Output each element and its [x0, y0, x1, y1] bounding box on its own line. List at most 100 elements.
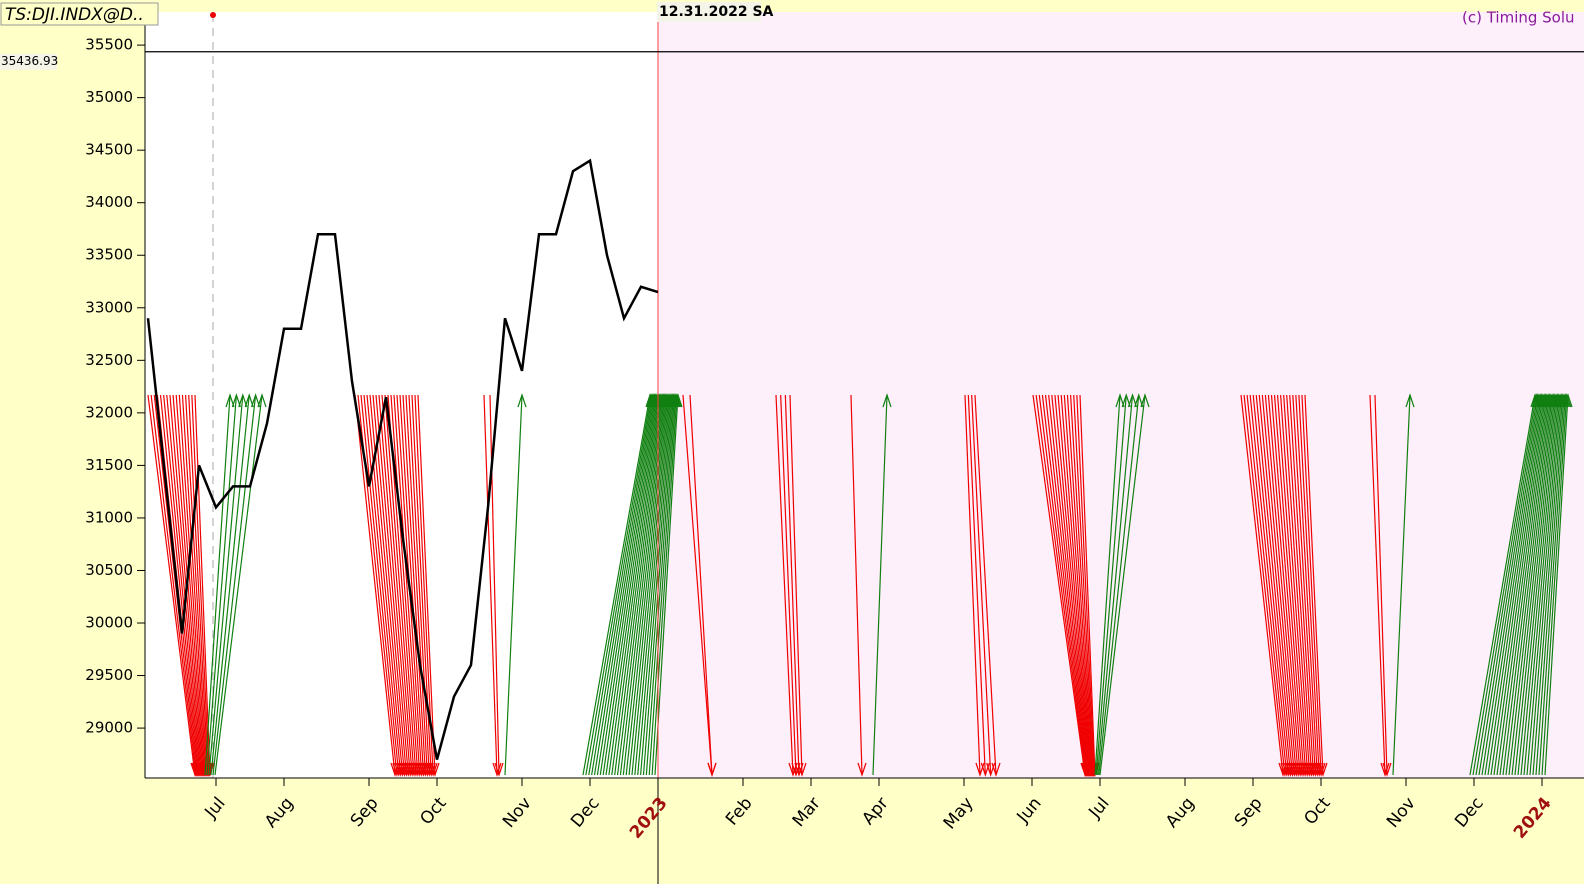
- arrow-head: [238, 393, 248, 408]
- arrow-shaft: [1099, 394, 1146, 776]
- arrow-head: [1121, 393, 1131, 408]
- arrow-shaft: [417, 394, 436, 776]
- arrow-shaft: [147, 394, 196, 776]
- arrow-head: [494, 762, 504, 777]
- arrow-shaft: [191, 394, 210, 776]
- arrow-shaft: [208, 394, 244, 776]
- arrow-shaft: [1472, 394, 1537, 776]
- arrow-shaft: [1094, 394, 1121, 776]
- arrow-shaft: [1286, 394, 1313, 776]
- arrow-shaft: [616, 394, 665, 776]
- arrow-head: [1382, 762, 1392, 777]
- arrow-shaft: [1032, 394, 1086, 776]
- arrow-shaft: [654, 394, 679, 776]
- arrow-shaft: [1487, 394, 1544, 776]
- arrow-shaft: [582, 394, 651, 776]
- arrow-shaft: [214, 394, 263, 776]
- y-tick-label: 32000: [85, 403, 133, 421]
- arrow-shaft: [369, 394, 406, 776]
- arrow-shaft: [378, 394, 411, 776]
- arrow-shaft: [1496, 394, 1548, 776]
- arrow-shaft: [1292, 394, 1316, 776]
- arrow-shaft: [366, 394, 404, 776]
- arrow-shaft: [1280, 394, 1309, 776]
- arrow-shaft: [1301, 394, 1322, 776]
- arrow-shaft: [682, 394, 713, 776]
- copyright: (c) Timing Solu: [1462, 9, 1575, 27]
- y-tick-label: 34500: [85, 141, 133, 159]
- arrow-shaft: [354, 394, 396, 776]
- arrow-shaft: [1044, 394, 1089, 776]
- y-tick-label: 29000: [85, 719, 133, 737]
- arrow-head: [882, 393, 892, 408]
- arrow-head: [857, 762, 867, 777]
- arrow-shaft: [375, 394, 409, 776]
- arrow-shaft: [1529, 394, 1562, 776]
- arrow-shaft: [206, 394, 237, 776]
- arrow-shaft: [596, 394, 657, 776]
- y-tick-label: 33000: [85, 298, 133, 316]
- arrow-shaft: [1051, 394, 1090, 776]
- arrow-head: [1140, 393, 1150, 408]
- arrow-shaft: [1270, 394, 1303, 776]
- arrow-shaft: [1070, 394, 1094, 776]
- arrow-shaft: [614, 394, 663, 776]
- arrow-shaft: [1255, 394, 1294, 776]
- arrow-head: [1563, 393, 1573, 408]
- arrow-shaft: [967, 394, 986, 776]
- arrow-shaft: [1392, 394, 1411, 776]
- arrow-head: [1316, 762, 1326, 777]
- y-tick-label: 35500: [85, 36, 133, 54]
- arrow-shaft: [390, 394, 419, 776]
- arrow-shaft: [360, 394, 400, 776]
- arrow-shaft: [1295, 394, 1318, 776]
- arrow-head: [707, 762, 717, 777]
- arrow-shaft: [631, 394, 670, 776]
- arrow-shaft: [1469, 394, 1536, 776]
- arrow-shaft: [1517, 394, 1557, 776]
- arrow-head: [1562, 393, 1572, 408]
- arrow-shaft: [1041, 394, 1088, 776]
- arrow-shaft: [971, 394, 992, 776]
- arrow-shaft: [1079, 394, 1096, 776]
- arrow-shaft: [1273, 394, 1305, 776]
- arrow-shaft: [775, 394, 794, 776]
- arrow-shaft: [483, 394, 498, 776]
- date-label: 12.31.2022 SA: [659, 4, 774, 20]
- arrow-shaft: [964, 394, 981, 776]
- arrow-head: [991, 762, 1001, 777]
- y-tick-label: 35000: [85, 88, 133, 106]
- arrow-shaft: [163, 394, 201, 776]
- y-tick-label: 30000: [85, 614, 133, 632]
- arrow-shaft: [1535, 394, 1565, 776]
- arrow-shaft: [1475, 394, 1539, 776]
- symbol-box: [0, 2, 159, 26]
- arrow-head: [1405, 393, 1415, 408]
- arrow-shaft: [1514, 394, 1556, 776]
- arrow-shaft: [166, 394, 202, 776]
- arrow-shaft: [393, 394, 421, 776]
- arrow-head: [797, 762, 807, 777]
- arrow-shaft: [210, 394, 250, 776]
- arrow-shaft: [1264, 394, 1299, 776]
- arrow-shaft: [1532, 394, 1564, 776]
- arrow-head: [428, 762, 438, 777]
- arrow-shaft: [1240, 394, 1284, 776]
- arrow-shaft: [185, 394, 208, 776]
- arrow-head: [1380, 762, 1390, 777]
- arrow-shaft: [1066, 394, 1093, 776]
- arrow-head: [257, 393, 267, 408]
- arrow-shaft: [1073, 394, 1095, 776]
- y-tick-label: 31500: [85, 456, 133, 474]
- price-series: [146, 158, 659, 760]
- arrow-shaft: [1481, 394, 1541, 776]
- arrow-shaft: [780, 394, 797, 776]
- arrow-shaft: [622, 394, 667, 776]
- arrow-shaft: [1063, 394, 1093, 776]
- arrow-shaft: [1060, 394, 1092, 776]
- arrow-shaft: [1252, 394, 1292, 776]
- arrow-shaft: [637, 394, 672, 776]
- arrow-shaft: [628, 394, 669, 776]
- arrow-shaft: [850, 394, 863, 776]
